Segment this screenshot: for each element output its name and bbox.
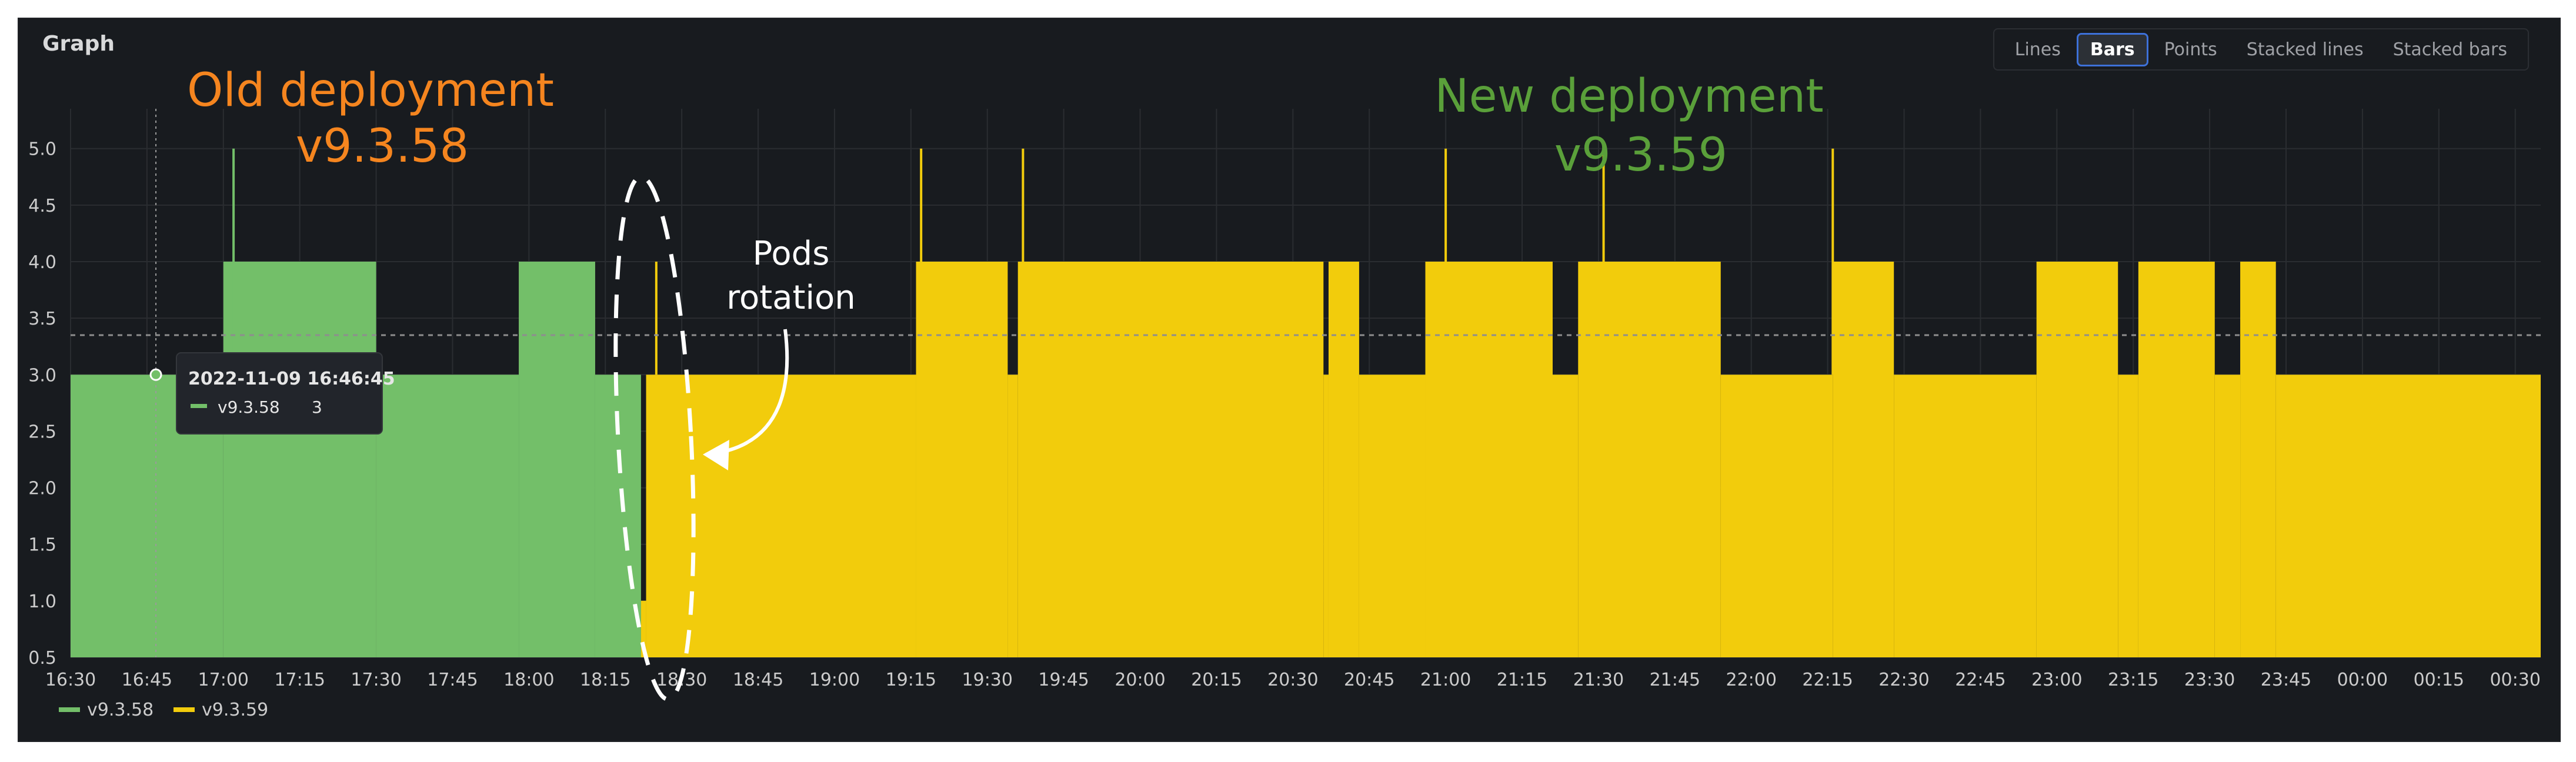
- x-tick-label: 20:15: [1191, 670, 1242, 690]
- x-tick-label: 16:45: [122, 670, 172, 690]
- annotation-pods-rotation: rotation: [726, 279, 856, 317]
- bar-v9-3-59: [1328, 261, 1359, 658]
- view-points-button[interactable]: Points: [2164, 39, 2217, 60]
- x-tick-label: 22:15: [1802, 670, 1853, 690]
- x-tick-label: 23:45: [2261, 670, 2311, 690]
- x-tick-label: 17:15: [274, 670, 325, 690]
- y-tick-label: 1.0: [28, 591, 56, 612]
- tooltip-value: 3: [312, 397, 322, 417]
- bar-v9-3-58: [519, 261, 595, 658]
- x-tick-label: 17:45: [427, 670, 478, 690]
- bar-v9-3-59: [2240, 261, 2276, 658]
- x-tick-label: 00:00: [2337, 670, 2388, 690]
- x-tick-label: 18:15: [580, 670, 630, 690]
- bar-v9-3-59: [2118, 375, 2138, 657]
- legend: v9.3.58 v9.3.59: [59, 700, 268, 720]
- bar-v9-3-59: [1323, 375, 1329, 657]
- x-tick-label: 22:00: [1726, 670, 1776, 690]
- bar-v9-3-59: [2214, 375, 2241, 657]
- view-stacked-bars-button[interactable]: Stacked bars: [2393, 39, 2507, 60]
- panel-title: Graph: [42, 32, 115, 56]
- x-tick-label: 19:00: [809, 670, 860, 690]
- bar-v9-3-59: [2275, 375, 2541, 657]
- axes: 0.5 1.0 1.5 2.0 2.5 3.0 3.5 4.0 4.5 5.0 16:30 16:45…: [28, 139, 2541, 690]
- view-bars-button[interactable]: Bars: [2076, 32, 2148, 66]
- x-tick-label: 22:45: [1955, 670, 2006, 690]
- view-stacked-lines-button[interactable]: Stacked lines: [2246, 39, 2364, 60]
- bar-v9-3-58: [223, 261, 376, 658]
- legend-label: v9.3.58: [87, 700, 154, 720]
- view-mode-switcher: Lines Bars Points Stacked lines Stacked …: [1993, 28, 2529, 71]
- legend-swatch: [59, 707, 80, 712]
- x-tick-label: 20:00: [1115, 670, 1165, 690]
- annotation-new-version: v9.3.59: [1554, 129, 1727, 182]
- tooltip-box: [176, 352, 383, 435]
- bar-v9-3-59: [1017, 261, 1324, 658]
- view-lines-button[interactable]: Lines: [2014, 39, 2061, 60]
- y-tick-label: 5.0: [28, 139, 56, 160]
- series-marks: [71, 109, 2541, 657]
- x-tick-label: 19:30: [962, 670, 1013, 690]
- x-tick-label: 21:30: [1573, 670, 1624, 690]
- bar-v9-3-59: [1007, 375, 1018, 657]
- bar-v9-3-59: [1578, 261, 1721, 658]
- y-tick-label: 3.5: [28, 309, 56, 329]
- bar-v9-3-59: [1720, 375, 1833, 657]
- x-tick-label: 17:30: [351, 670, 401, 690]
- rotation-arrow: [705, 329, 789, 456]
- annotation-old-deployment: Old deployment: [187, 64, 554, 117]
- bar-v9-3-58: [376, 375, 519, 657]
- y-tick-label: 4.0: [28, 252, 56, 273]
- y-tick-label: 2.0: [28, 479, 56, 499]
- x-tick-label: 18:45: [733, 670, 783, 690]
- x-tick-label: 17:00: [198, 670, 249, 690]
- x-tick-label: 21:15: [1497, 670, 1547, 690]
- rotation-arrowhead: [703, 440, 729, 470]
- x-tick-label: 23:15: [2108, 670, 2158, 690]
- x-tick-label: 20:30: [1267, 670, 1318, 690]
- y-tick-label: 3.0: [28, 365, 56, 386]
- y-tick-label: 2.5: [28, 422, 56, 442]
- tooltip-series: v9.3.58: [218, 397, 280, 417]
- x-tick-label: 00:30: [2490, 670, 2540, 690]
- annotation-old-version: v9.3.58: [296, 120, 469, 173]
- x-tick-label: 21:45: [1650, 670, 1700, 690]
- bar-v9-3-59: [2036, 261, 2118, 658]
- annotation-pods: Pods: [753, 235, 830, 273]
- bar-v9-3-59: [1894, 375, 2037, 657]
- x-tick-label: 23:00: [2031, 670, 2082, 690]
- x-tick-label: 19:45: [1038, 670, 1089, 690]
- bar-v9-3-59: [1425, 261, 1553, 658]
- annotation-new-deployment: New deployment: [1434, 70, 1823, 123]
- bar-v9-3-59: [1553, 375, 1579, 657]
- y-tick-label: 1.5: [28, 535, 56, 556]
- hover-point: [149, 368, 162, 381]
- hover-tooltip: 2022-11-09 16:46:45 v9.3.58 3: [176, 352, 395, 435]
- bar-v9-3-59: [2138, 261, 2215, 658]
- rotation-ellipse: [613, 175, 696, 701]
- bar-v9-3-59: [640, 600, 646, 657]
- x-tick-label: 23:30: [2184, 670, 2235, 690]
- tooltip-time: 2022-11-09 16:46:45: [188, 369, 395, 389]
- x-tick-label: 19:15: [886, 670, 936, 690]
- bar-v9-3-59: [646, 375, 916, 657]
- legend-swatch: [173, 707, 195, 712]
- legend-label: v9.3.59: [202, 700, 268, 720]
- y-tick-label: 4.5: [28, 196, 56, 216]
- series-areas: [71, 261, 2541, 658]
- x-tick-label: 22:30: [1878, 670, 1929, 690]
- y-tick-label: 0.5: [28, 648, 56, 669]
- x-tick-label: 18:00: [503, 670, 554, 690]
- bar-v9-3-59: [916, 261, 1008, 658]
- bar-v9-3-59: [1359, 375, 1426, 657]
- bar-v9-3-59: [1833, 261, 1894, 658]
- x-tick-label: 20:45: [1344, 670, 1394, 690]
- x-tick-label: 00:15: [2414, 670, 2464, 690]
- x-tick-label: 21:00: [1420, 670, 1471, 690]
- tooltip-swatch: [191, 404, 207, 408]
- x-tick-label: 16:30: [45, 670, 96, 690]
